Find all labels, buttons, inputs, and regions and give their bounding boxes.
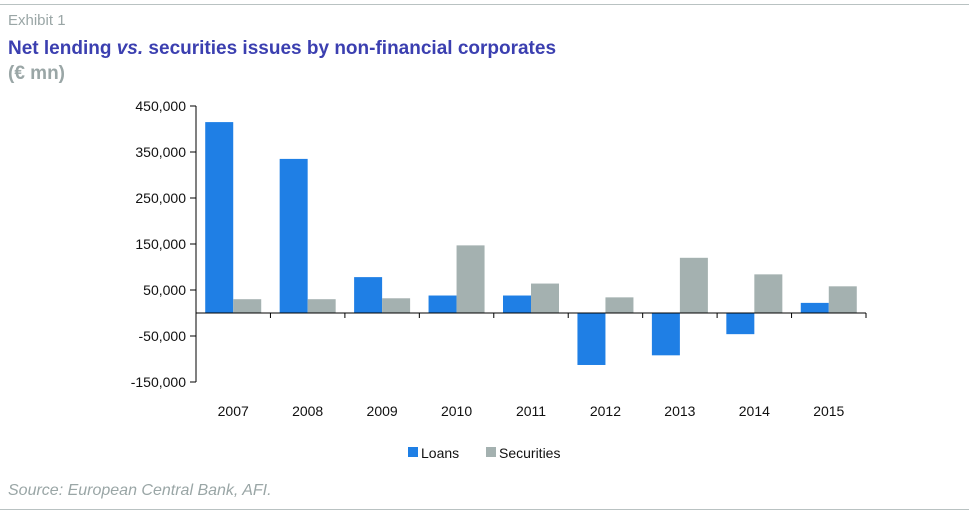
top-rule (0, 4, 969, 5)
chart-title: Net lending vs. securities issues by non… (8, 38, 556, 60)
bar-loans-2013 (651, 313, 680, 356)
bar-securities-2010 (456, 245, 485, 313)
bar-loans-2010 (428, 295, 457, 313)
bar-loans-2014 (726, 313, 755, 335)
bar-securities-2009 (382, 298, 411, 313)
y-tick-label: 150,000 (135, 236, 186, 252)
title-vs: vs. (116, 38, 144, 59)
bottom-rule (0, 509, 969, 510)
bar-securities-2012 (605, 297, 634, 313)
bar-securities-2013 (679, 257, 708, 313)
x-tick-label: 2011 (516, 403, 546, 419)
y-tick-label: 250,000 (135, 190, 186, 206)
x-tick-label: 2015 (813, 403, 844, 419)
legend-swatch-securities (486, 447, 496, 457)
title-part-3: securities issues by non-financial corpo… (143, 38, 557, 59)
legend-label-securities: Securities (499, 445, 560, 461)
y-tick-label: 450,000 (135, 98, 186, 114)
bar-loans-2015 (800, 302, 829, 313)
legend-swatch-loans (408, 447, 418, 457)
x-tick-label: 2008 (292, 403, 323, 419)
x-tick-label: 2007 (218, 403, 249, 419)
title-part-1: Net lending (8, 38, 117, 59)
bar-loans-2009 (354, 277, 383, 313)
bar-securities-2014 (754, 274, 783, 313)
bar-loans-2012 (577, 313, 606, 365)
chart-subtitle: (€ mn) (8, 63, 65, 84)
x-tick-label: 2012 (590, 403, 621, 419)
x-tick-label: 2009 (367, 403, 398, 419)
bar-loans-2007 (205, 122, 234, 313)
source-note: Source: European Central Bank, AFI. (8, 482, 272, 499)
bar-loans-2008 (279, 158, 308, 313)
legend-label-loans: Loans (421, 445, 459, 461)
y-tick-label: -150,000 (131, 374, 186, 390)
x-tick-label: 2013 (664, 403, 695, 419)
y-tick-label: 50,000 (143, 282, 186, 298)
bar-securities-2008 (307, 299, 336, 313)
y-tick-label: 350,000 (135, 144, 186, 160)
x-tick-label: 2010 (441, 403, 472, 419)
bar-securities-2007 (233, 299, 262, 313)
y-tick-label: -50,000 (139, 328, 187, 344)
bar-securities-2015 (828, 286, 857, 313)
bar-securities-2011 (531, 283, 559, 313)
x-tick-label: 2014 (739, 403, 770, 419)
bar-loans-2011 (503, 295, 531, 313)
exhibit-label: Exhibit 1 (8, 12, 66, 29)
